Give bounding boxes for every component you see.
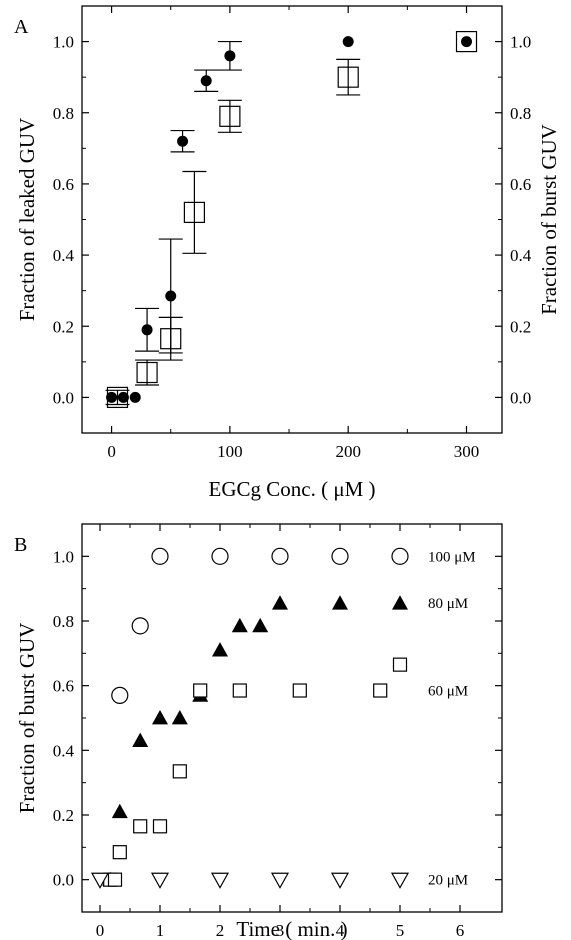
x-tick-label: 0 (107, 442, 116, 461)
x-tick-label: 3 (276, 921, 285, 940)
data-point-open-circle (151, 547, 169, 565)
x-tick-label: 300 (454, 442, 480, 461)
data-point-open-circle (211, 547, 229, 565)
data-point-filled-triangle (272, 595, 288, 610)
data-point-open-square (112, 845, 127, 860)
data-point-open-triangle-down (330, 872, 350, 889)
y2-tick-label: 0.8 (510, 104, 531, 123)
series-label: 100 μM (428, 549, 476, 565)
panel-letter: A (14, 16, 29, 38)
data-point-open-triangle-down (150, 872, 170, 889)
data-point-filled-circle (129, 391, 141, 403)
panel-b: B 0 1 2 3 4 5 6 0.0 0.2 0.4 0.6 0.8 1.0 Time ( min. ) F… (14, 523, 503, 940)
y-tick-label: 1.0 (53, 547, 74, 566)
data-point-filled-triangle (111, 803, 128, 819)
data-point-filled-circle (141, 324, 153, 336)
data-point-open-triangle-down (270, 872, 290, 889)
data-point-open-square (152, 819, 168, 834)
y-tick-label: 0.8 (53, 104, 74, 123)
panel-letter: B (14, 534, 27, 556)
data-point-filled-triangle (171, 710, 188, 725)
data-point-open-square (392, 657, 408, 672)
y-tick-label: 0.6 (53, 175, 74, 194)
data-point-open-circle (331, 547, 349, 565)
data-point-filled-triangle (231, 617, 248, 633)
data-point-open-circle (131, 617, 149, 635)
data-point-filled-circle (106, 391, 118, 403)
data-point-open-square (193, 683, 208, 698)
data-point-filled-circle (224, 50, 236, 62)
data-point-filled-circle (461, 36, 473, 48)
data-point-open-circle (111, 686, 129, 704)
series-label: 60 μM (428, 684, 468, 700)
y2-tick-label: 0.6 (510, 175, 531, 194)
series-label: 80 μM (428, 596, 468, 612)
data-point-open-circle (391, 547, 409, 565)
series-label: 20 μM (428, 873, 468, 889)
data-point-open-triangle-down (390, 872, 410, 889)
y-tick-label: 0.2 (53, 806, 74, 825)
data-point-open-square (292, 683, 307, 698)
x-tick-label: 0 (96, 921, 105, 940)
data-point-open-triangle-down (90, 872, 110, 889)
y2-tick-label: 0.4 (510, 246, 532, 265)
data-point-open-square (136, 361, 158, 384)
y2-tick-label: 1.0 (510, 33, 531, 52)
y2-tick-label: 0.0 (510, 388, 531, 407)
data-point-open-square (183, 201, 205, 223)
x-tick-label: 2 (216, 921, 225, 940)
x-tick-label: 100 (217, 442, 243, 461)
data-point-filled-triangle (392, 595, 408, 610)
data-point-open-square (337, 66, 359, 88)
y-axis-title: Fraction of leaked GUV (15, 118, 39, 322)
x-tick-label: 200 (335, 442, 361, 461)
panel-a: A 0 100 200 300 0.0 0.2 0.4 0.6 0.8 1.0 0.0 0.2 0.4 0.… (14, 5, 561, 501)
data-point-open-square (373, 683, 388, 698)
data-point-open-square (232, 683, 247, 698)
data-point-open-square (219, 105, 241, 127)
data-point-open-square (160, 328, 182, 350)
data-point-filled-circle (342, 36, 354, 48)
data-point-filled-circle (200, 75, 212, 87)
data-point-open-square (107, 872, 123, 887)
data-point-open-square (455, 30, 478, 53)
y-tick-label: 0.4 (53, 246, 75, 265)
data-point-open-square (106, 386, 129, 409)
y-tick-label: 0.2 (53, 317, 74, 336)
y-tick-label: 0.8 (53, 612, 74, 631)
data-point-open-square (172, 764, 187, 779)
x-axis-title: Time ( min. ) (236, 917, 347, 940)
data-point-open-circle (271, 547, 289, 565)
y2-axis-title: Fraction of burst GUV (537, 124, 561, 315)
data-point-filled-triangle (252, 617, 269, 633)
y-tick-label: 0.6 (53, 677, 74, 696)
data-point-filled-triangle (132, 732, 149, 748)
x-axis-title: EGCg Conc. ( μM ) (209, 477, 376, 501)
data-point-open-square (133, 819, 148, 834)
data-point-filled-circle (165, 290, 177, 302)
x-tick-label: 6 (456, 921, 465, 940)
y-tick-label: 1.0 (53, 33, 74, 52)
data-point-filled-triangle (332, 595, 348, 610)
data-point-filled-triangle (152, 710, 168, 725)
x-tick-label: 4 (336, 921, 345, 940)
data-point-filled-circle (117, 391, 129, 403)
plot-frame (81, 523, 503, 913)
data-point-filled-triangle (212, 642, 228, 657)
y-tick-label: 0.0 (53, 871, 74, 890)
data-point-open-triangle-down (210, 872, 230, 889)
y-axis-title: Fraction of burst GUV (15, 623, 39, 814)
x-tick-label: 5 (396, 921, 405, 940)
y-tick-label: 0.4 (53, 741, 75, 760)
y2-tick-label: 0.2 (510, 317, 531, 336)
data-point-filled-circle (177, 135, 189, 147)
x-tick-label: 1 (156, 921, 165, 940)
y-tick-label: 0.0 (53, 388, 74, 407)
